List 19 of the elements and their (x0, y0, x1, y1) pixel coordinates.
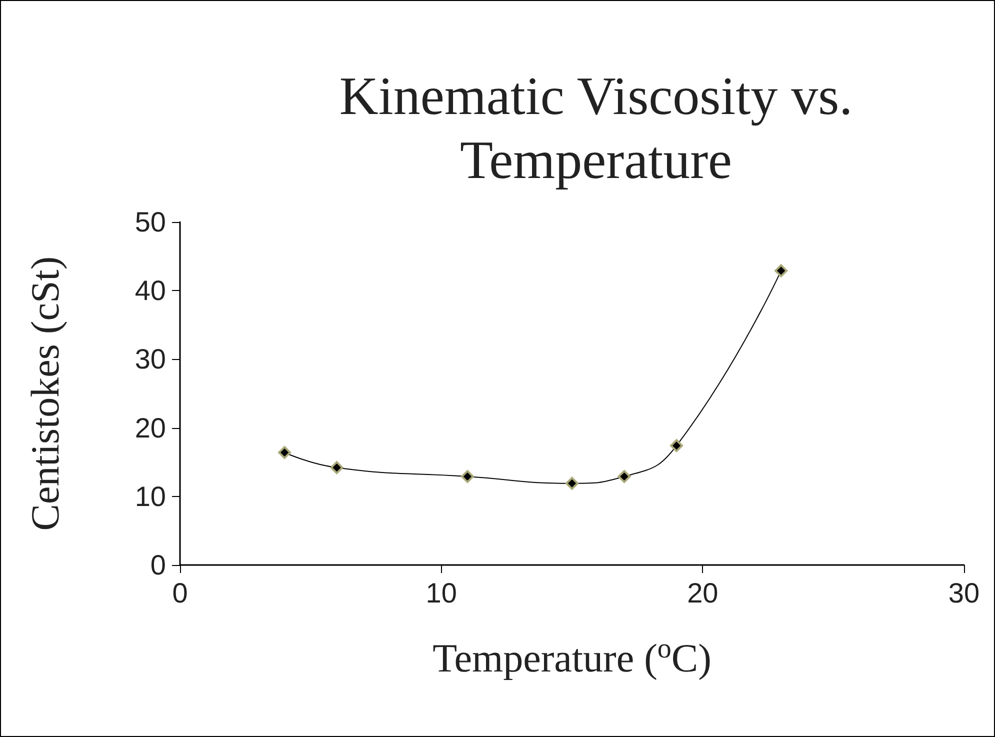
point (330, 461, 344, 474)
y-tick-label: 40 (134, 275, 166, 306)
y-tick-label: 10 (134, 480, 166, 512)
point (460, 470, 474, 484)
point (670, 439, 684, 452)
point (618, 470, 631, 484)
y-tick-label: 0 (150, 550, 166, 580)
point (278, 446, 292, 459)
x-tick-label: 10 (426, 578, 457, 608)
x-tick-label: 20 (687, 578, 718, 608)
y-axis-title: Centistokes (cSt) (22, 256, 68, 531)
x-tick-label: 30 (948, 578, 980, 608)
point (774, 264, 788, 278)
y-tick-label: 30 (134, 344, 166, 375)
y-tick-label: 20 (134, 412, 166, 444)
y-tick-label: 50 (134, 206, 166, 238)
point (566, 476, 578, 490)
x-tick-label: 0 (172, 578, 188, 608)
chart-title: Kinematic Viscosity vs. Temperature (339, 66, 853, 190)
